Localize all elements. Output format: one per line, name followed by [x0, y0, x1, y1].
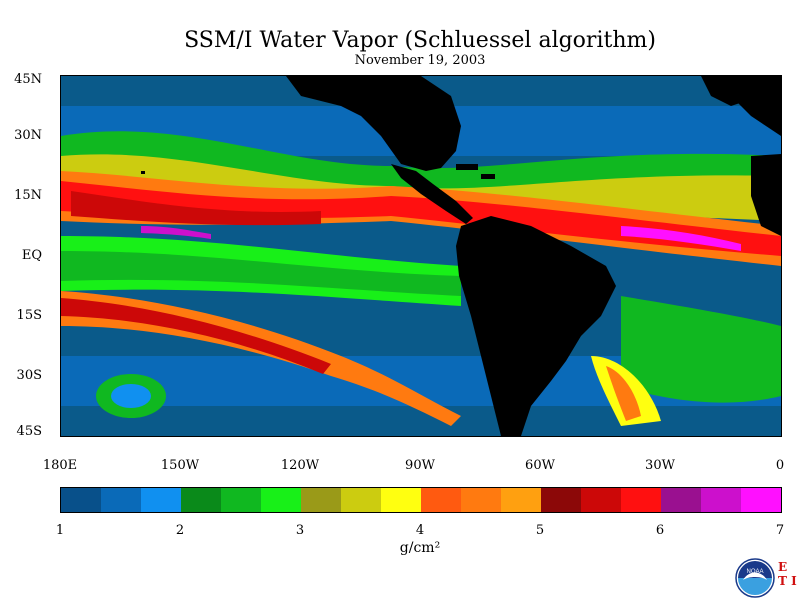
colorbar-cell-14: [621, 488, 661, 512]
lat-label-15n: 15N: [14, 188, 42, 203]
map-title: SSM/I Water Vapor (Schluessel algorithm): [184, 28, 656, 53]
lon-label-150w: 150W: [160, 458, 200, 473]
lon-label-60w: 60W: [525, 458, 555, 473]
colorbar: [60, 487, 782, 513]
colorbar-tick-6: 6: [655, 523, 665, 538]
colorbar-cell-12: [541, 488, 581, 512]
lat-label-45n: 45N: [14, 72, 42, 87]
noaa-logo-icon: NOAA: [735, 558, 775, 598]
colorbar-cell-17: [741, 488, 781, 512]
colorbar-cell-8: [381, 488, 421, 512]
lat-label-45s: 45S: [16, 424, 42, 439]
eti-mark: E T I: [778, 560, 797, 588]
colorbar-cell-16: [701, 488, 741, 512]
colorbar-cell-9: [421, 488, 461, 512]
colorbar-cell-11: [501, 488, 541, 512]
colorbar-tick-5: 5: [535, 523, 545, 538]
colorbar-tick-3: 3: [295, 523, 305, 538]
colorbar-tick-7: 7: [775, 523, 785, 538]
colorbar-cell-0: [61, 488, 101, 512]
lon-label-30w: 30W: [645, 458, 675, 473]
lat-label-15s: 15S: [16, 308, 42, 323]
noaa-logo-text: NOAA: [746, 569, 763, 575]
colorbar-units: g/cm²: [399, 540, 441, 556]
colorbar-cell-4: [221, 488, 261, 512]
colorbar-cell-10: [461, 488, 501, 512]
colorbar-cell-2: [141, 488, 181, 512]
lon-label-180e: 180E: [42, 458, 78, 473]
lat-label-30s: 30S: [16, 368, 42, 383]
colorbar-tick-2: 2: [175, 523, 185, 538]
lat-label-eq: EQ: [21, 248, 42, 263]
colorbar-cell-13: [581, 488, 621, 512]
colorbar-tick-4: 4: [415, 523, 425, 538]
colorbar-tick-1: 1: [55, 523, 65, 538]
lat-label-30n: 30N: [14, 128, 42, 143]
colorbar-cell-6: [301, 488, 341, 512]
water-vapor-field: [61, 76, 781, 436]
colorbar-cell-3: [181, 488, 221, 512]
water-vapor-map: [60, 75, 782, 437]
colorbar-cell-7: [341, 488, 381, 512]
lon-label-120w: 120W: [280, 458, 320, 473]
lon-label-0: 0: [775, 458, 785, 473]
lon-label-90w: 90W: [405, 458, 435, 473]
colorbar-cell-1: [101, 488, 141, 512]
colorbar-cell-5: [261, 488, 301, 512]
colorbar-cell-15: [661, 488, 701, 512]
map-date: November 19, 2003: [354, 53, 486, 68]
